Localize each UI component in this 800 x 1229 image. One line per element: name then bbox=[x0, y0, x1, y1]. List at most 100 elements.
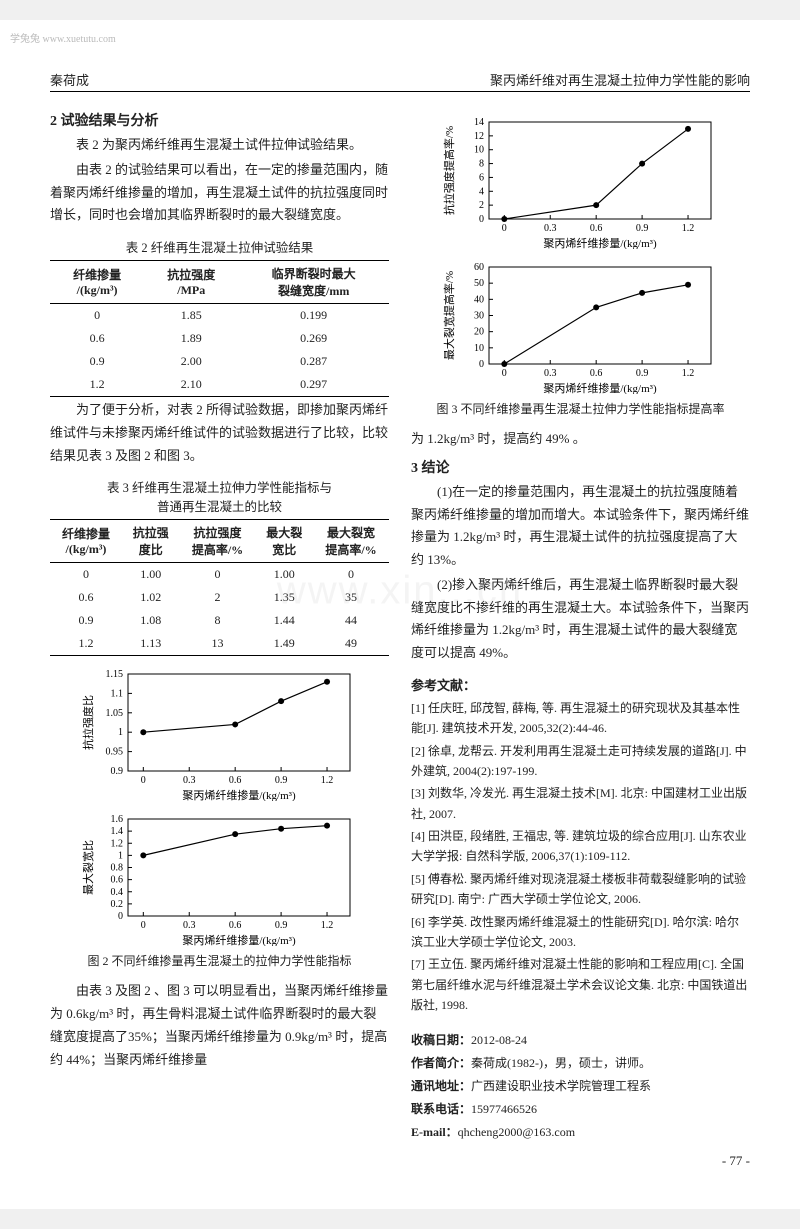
author-value: 秦荷成(1982-)，男，硕士，讲师。 bbox=[471, 1056, 651, 1070]
svg-text:0.9: 0.9 bbox=[274, 920, 287, 931]
svg-text:6: 6 bbox=[479, 172, 484, 183]
svg-text:聚丙烯纤维掺量/(kg/m³): 聚丙烯纤维掺量/(kg/m³) bbox=[543, 236, 657, 249]
fig3-chart-a: 0246810121400.30.60.91.2抗拉强度提高率/%聚丙烯纤维掺量… bbox=[411, 114, 750, 249]
svg-text:40: 40 bbox=[474, 294, 484, 305]
svg-text:30: 30 bbox=[474, 311, 484, 322]
svg-text:20: 20 bbox=[474, 327, 484, 338]
svg-text:0.6: 0.6 bbox=[589, 223, 602, 234]
page-header: 秦荷成 聚丙烯纤维对再生混凝土拉伸力学性能的影响 bbox=[50, 70, 750, 92]
svg-text:1.1: 1.1 bbox=[110, 689, 123, 700]
svg-text:聚丙烯纤维掺量/(kg/m³): 聚丙烯纤维掺量/(kg/m³) bbox=[182, 788, 296, 801]
svg-text:4: 4 bbox=[479, 186, 484, 197]
table-3-title: 表 3 纤维再生混凝土拉伸力学性能指标与 普通再生混凝土的比较 bbox=[50, 477, 389, 515]
table-row: 0.61.890.269 bbox=[50, 327, 389, 350]
svg-text:0.3: 0.3 bbox=[182, 920, 195, 931]
svg-text:0: 0 bbox=[479, 214, 484, 225]
author-label: 作者简介： bbox=[411, 1056, 471, 1070]
table-row: 1.22.100.297 bbox=[50, 373, 389, 397]
table-header: 纤维掺量 /(kg/m³) bbox=[50, 520, 122, 563]
svg-text:1: 1 bbox=[118, 727, 123, 738]
table-header: 抗拉强 度比 bbox=[122, 520, 180, 563]
svg-text:50: 50 bbox=[474, 278, 484, 289]
fig2-chart-a: 0.90.9511.051.11.1500.30.60.91.2抗拉强度比聚丙烯… bbox=[50, 666, 389, 801]
svg-text:1.6: 1.6 bbox=[110, 814, 123, 825]
svg-text:0.6: 0.6 bbox=[589, 368, 602, 379]
table-row: 0.61.0221.3535 bbox=[50, 586, 389, 609]
section-2-p1: 表 2 为聚丙烯纤维再生混凝土试件拉伸试验结果。 bbox=[50, 134, 389, 157]
section-3-p1: (1)在一定的掺量范围内，再生混凝土的抗拉强度随着聚丙烯纤维掺量的增加而增大。本… bbox=[411, 481, 750, 572]
after-fig2-paragraph: 由表 3 及图 2 、图 3 可以明显看出，当聚丙烯纤维掺量为 0.6kg/m³… bbox=[50, 980, 389, 1071]
svg-text:1.2: 1.2 bbox=[320, 775, 333, 786]
svg-text:0.95: 0.95 bbox=[105, 747, 123, 758]
svg-text:0.8: 0.8 bbox=[110, 863, 123, 874]
table-header: 最大裂 宽比 bbox=[255, 520, 313, 563]
svg-text:1: 1 bbox=[118, 851, 123, 862]
svg-text:0.3: 0.3 bbox=[182, 775, 195, 786]
header-author: 秦荷成 bbox=[50, 70, 89, 89]
svg-text:0.2: 0.2 bbox=[110, 899, 123, 910]
svg-text:0.4: 0.4 bbox=[110, 887, 123, 898]
svg-text:1.05: 1.05 bbox=[105, 708, 123, 719]
table-header: 最大裂宽 提高率/% bbox=[313, 520, 389, 563]
references: 参考文献： [1] 任庆旺, 邱茂智, 薛梅, 等. 再生混凝土的研究现状及其基… bbox=[411, 675, 750, 1016]
table-row: 01.850.199 bbox=[50, 304, 389, 328]
svg-text:8: 8 bbox=[479, 159, 484, 170]
svg-text:1.2: 1.2 bbox=[320, 920, 333, 931]
fig2-caption: 图 2 不同纤维掺量再生混凝土的拉伸力学性能指标 bbox=[50, 952, 389, 970]
fig3-chart-b: 010203040506000.30.60.91.2最大裂宽提高率/%聚丙烯纤维… bbox=[411, 259, 750, 394]
table-row: 1.21.13131.4949 bbox=[50, 632, 389, 656]
svg-text:最大裂宽比: 最大裂宽比 bbox=[81, 840, 95, 895]
footer-info: 收稿日期：2012-08-24 作者简介：秦荷成(1982-)，男，硕士，讲师。… bbox=[411, 1030, 750, 1143]
watermark-text: 学兔兔 www.xuetutu.com bbox=[10, 30, 116, 45]
svg-text:0: 0 bbox=[118, 911, 123, 922]
ref-item: [6] 李学英. 改性聚丙烯纤维混凝土的性能研究[D]. 哈尔滨: 哈尔滨工业大… bbox=[411, 912, 750, 953]
email-value: qhcheng2000@163.com bbox=[458, 1125, 575, 1139]
ref-item: [3] 刘数华, 冷发光. 再生混凝土技术[M]. 北京: 中国建材工业出版社,… bbox=[411, 783, 750, 824]
svg-text:最大裂宽提高率/%: 最大裂宽提高率/% bbox=[442, 271, 456, 360]
svg-text:0: 0 bbox=[140, 775, 145, 786]
table-2-title: 表 2 纤维再生混凝土拉伸试验结果 bbox=[50, 237, 389, 256]
date-value: 2012-08-24 bbox=[471, 1033, 527, 1047]
svg-text:12: 12 bbox=[474, 131, 484, 142]
email-label: E-mail： bbox=[411, 1125, 458, 1139]
svg-text:0: 0 bbox=[501, 223, 506, 234]
svg-text:0: 0 bbox=[479, 359, 484, 370]
svg-text:抗拉强度比: 抗拉强度比 bbox=[81, 695, 95, 750]
tel-label: 联系电话： bbox=[411, 1102, 471, 1116]
svg-text:0.9: 0.9 bbox=[274, 775, 287, 786]
svg-text:1.4: 1.4 bbox=[110, 826, 123, 837]
svg-text:10: 10 bbox=[474, 145, 484, 156]
svg-text:0: 0 bbox=[501, 368, 506, 379]
svg-text:0.9: 0.9 bbox=[635, 368, 648, 379]
fig2-chart-b: 00.20.40.60.811.21.41.600.30.60.91.2最大裂宽… bbox=[50, 811, 389, 946]
svg-text:0: 0 bbox=[140, 920, 145, 931]
svg-text:1.15: 1.15 bbox=[105, 669, 123, 680]
svg-text:抗拉强度提高率/%: 抗拉强度提高率/% bbox=[442, 126, 456, 215]
svg-text:0.6: 0.6 bbox=[228, 920, 241, 931]
table-header: 抗拉强度 /MPa bbox=[144, 261, 238, 304]
table-header: 临界断裂时最大 裂缝宽度/mm bbox=[238, 261, 389, 304]
svg-text:0.6: 0.6 bbox=[110, 875, 123, 886]
table-3: 纤维掺量 /(kg/m³)抗拉强 度比抗拉强度 提高率/%最大裂 宽比最大裂宽 … bbox=[50, 519, 389, 656]
svg-text:0.3: 0.3 bbox=[543, 223, 556, 234]
table-header: 纤维掺量 /(kg/m³) bbox=[50, 261, 144, 304]
svg-text:60: 60 bbox=[474, 262, 484, 273]
ref-item: [7] 王立伍. 聚丙烯纤维对混凝土性能的影响和工程应用[C]. 全国第七届纤维… bbox=[411, 954, 750, 1015]
addr-value: 广西建设职业技术学院管理工程系 bbox=[471, 1079, 651, 1093]
svg-text:0.9: 0.9 bbox=[635, 223, 648, 234]
table-2: 纤维掺量 /(kg/m³)抗拉强度 /MPa临界断裂时最大 裂缝宽度/mm 01… bbox=[50, 260, 389, 397]
svg-text:1.2: 1.2 bbox=[681, 368, 694, 379]
table-header: 抗拉强度 提高率/% bbox=[180, 520, 256, 563]
svg-text:14: 14 bbox=[474, 117, 484, 128]
mid-paragraph: 为了便于分析，对表 2 所得试验数据，即掺加聚丙烯纤维试件与未掺聚丙烯纤维试件的… bbox=[50, 399, 389, 467]
table-row: 01.0001.000 bbox=[50, 563, 389, 587]
ref-item: [4] 田洪臣, 段绪胜, 王福忠, 等. 建筑垃圾的综合应用[J]. 山东农业… bbox=[411, 826, 750, 867]
svg-text:1.2: 1.2 bbox=[681, 223, 694, 234]
ref-item: [2] 徐卓, 龙帮云. 开发利用再生混凝土走可持续发展的道路[J]. 中外建筑… bbox=[411, 741, 750, 782]
svg-text:0.3: 0.3 bbox=[543, 368, 556, 379]
page-number: - 77 - bbox=[50, 1153, 750, 1169]
section-3-p2: (2)掺入聚丙烯纤维后，再生混凝土临界断裂时最大裂缝宽度比不掺纤维的再生混凝土大… bbox=[411, 574, 750, 665]
svg-text:0.6: 0.6 bbox=[228, 775, 241, 786]
right-top-para: 为 1.2kg/m³ 时，提高约 49% 。 bbox=[411, 428, 750, 451]
table-row: 0.91.0881.4444 bbox=[50, 609, 389, 632]
